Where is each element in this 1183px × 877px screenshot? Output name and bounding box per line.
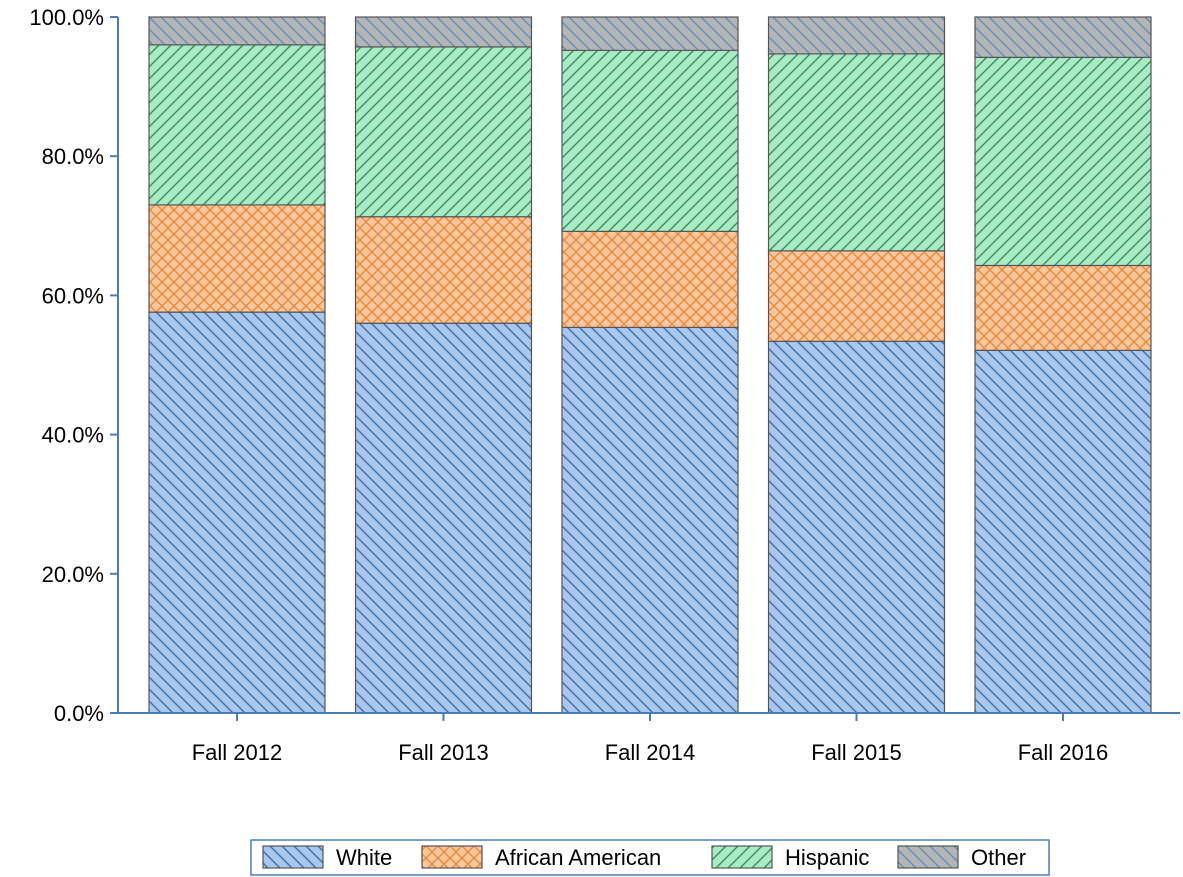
bar-segment-other-3 — [767, 16, 946, 55]
bar-segment-other-0 — [148, 16, 326, 46]
axes-layer: 0.0% 20.0% 40.0% 60.0% 80.0% 100.0% Fall 2012 F… — [29, 5, 1180, 765]
legend-label-african-american: African American — [495, 845, 661, 870]
legend-label-other: Other — [971, 845, 1026, 870]
bar-segment-white-4 — [974, 349, 1152, 714]
bar-segment-african-american-4 — [974, 264, 1152, 351]
bar-segment-hispanic-4 — [974, 56, 1152, 267]
bar-segment-white-2 — [561, 326, 739, 714]
y-tick-label: 20.0% — [42, 562, 104, 587]
bar-segment-other-4 — [974, 16, 1152, 58]
y-tick-label: 80.0% — [42, 144, 104, 169]
bar-segment-other-1 — [354, 16, 533, 48]
y-tick-label: 0.0% — [54, 701, 104, 726]
bars-layer — [148, 16, 1152, 714]
bar-segment-african-american-3 — [767, 250, 946, 342]
bar-segment-hispanic-1 — [354, 46, 533, 218]
bar-segment-white-1 — [354, 322, 533, 714]
x-tick-label: Fall 2012 — [192, 740, 283, 765]
x-tick-label: Fall 2016 — [1018, 740, 1109, 765]
x-tick-label: Fall 2014 — [605, 740, 696, 765]
bar-segment-african-american-1 — [354, 216, 533, 324]
legend-swatch-white — [262, 845, 324, 869]
bar-segment-african-american-0 — [148, 204, 326, 313]
legend: White African American Hispanic Other — [250, 839, 1050, 876]
bar-segment-hispanic-0 — [148, 44, 326, 206]
bar-segment-white-3 — [767, 340, 946, 714]
y-tick-label: 60.0% — [42, 283, 104, 308]
x-tick-label: Fall 2015 — [811, 740, 902, 765]
y-tick-label: 40.0% — [42, 423, 104, 448]
legend-label-white: White — [336, 845, 392, 870]
legend-swatch-hispanic — [711, 845, 773, 869]
x-tick-label: Fall 2013 — [398, 740, 489, 765]
legend-swatch-other — [897, 845, 959, 869]
y-tick-label: 100.0% — [29, 5, 104, 30]
legend-swatch-african-american — [421, 845, 483, 869]
legend-label-hispanic: Hispanic — [785, 845, 869, 870]
bar-segment-other-2 — [561, 16, 739, 52]
bar-segment-african-american-2 — [561, 230, 739, 329]
bar-segment-white-0 — [148, 311, 326, 714]
bar-segment-hispanic-3 — [767, 53, 946, 252]
bar-segment-hispanic-2 — [561, 49, 739, 232]
